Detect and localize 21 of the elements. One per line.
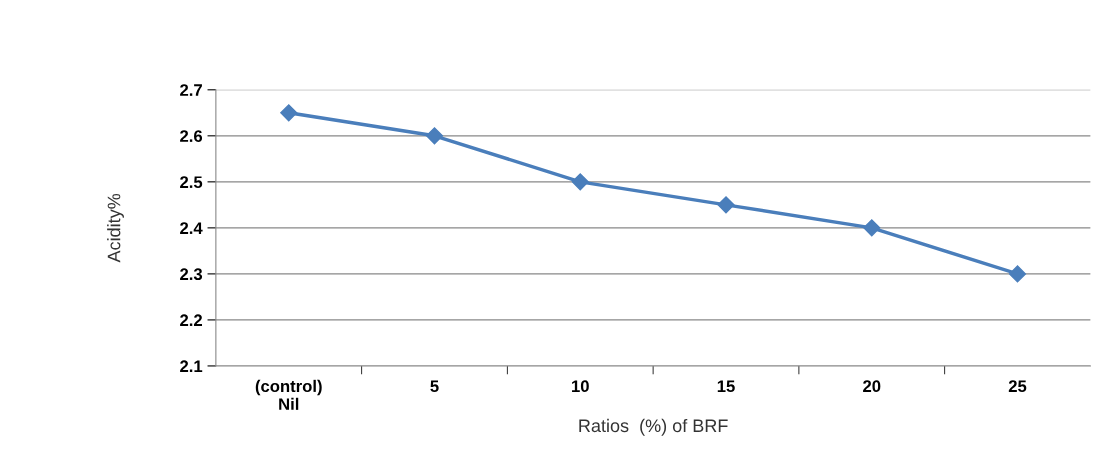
- y-axis-title: Acidity%: [107, 193, 124, 263]
- point: [1008, 265, 1027, 283]
- y-tick-label: 2.5: [180, 176, 203, 189]
- point: [717, 196, 735, 214]
- y-tick-label: 2.3: [180, 268, 203, 281]
- y-tick-label: 2.6: [180, 130, 203, 143]
- y-tick-label: 2.7: [180, 84, 202, 96]
- x-tick-label: 20: [863, 380, 881, 393]
- y-tick-label: 2.2: [180, 314, 203, 326]
- point: [571, 173, 589, 191]
- x-tick-label: (control) Nil: [255, 379, 322, 410]
- point: [863, 219, 881, 237]
- x-tick-label: 5: [430, 380, 439, 393]
- x-tick-label: 10: [572, 380, 589, 393]
- y-tick-label: 2.4: [180, 222, 203, 234]
- x-axis-title: Ratios (%) of BRF: [579, 418, 728, 436]
- x-tick-label: 15: [717, 380, 735, 393]
- point: [425, 127, 444, 145]
- y-tick-label: 2.1: [180, 360, 203, 372]
- x-tick-label: 25: [1008, 380, 1027, 393]
- point: [280, 104, 298, 122]
